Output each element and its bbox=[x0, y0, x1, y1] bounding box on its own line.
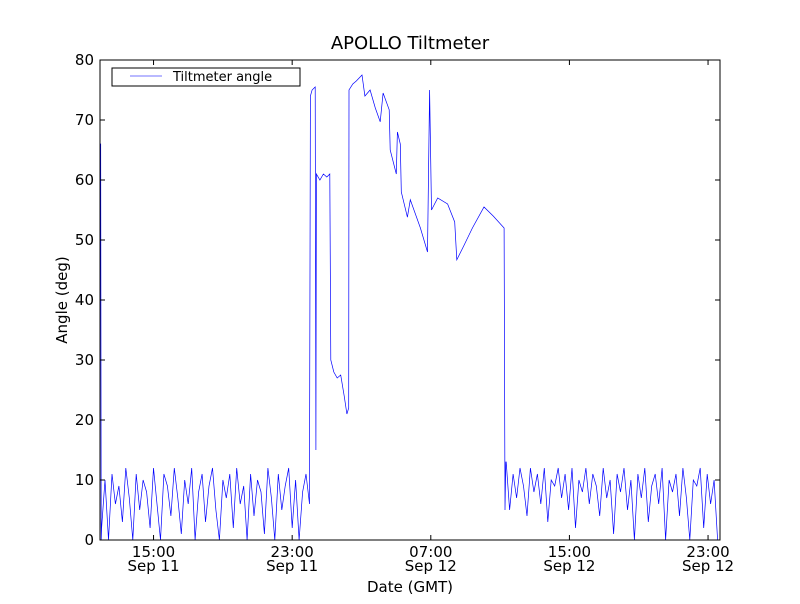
x-tick-label-date: Sep 11 bbox=[127, 557, 179, 575]
x-axis-label: Date (GMT) bbox=[367, 578, 453, 596]
y-tick-label: 80 bbox=[75, 51, 94, 69]
y-tick-label: 70 bbox=[75, 111, 94, 129]
legend-label: Tiltmeter angle bbox=[172, 70, 272, 85]
y-tick-label: 50 bbox=[75, 231, 94, 249]
y-tick-label: 0 bbox=[84, 531, 94, 549]
x-tick-label-time: 15:00 bbox=[132, 543, 175, 561]
x-tick-label-date: Sep 11 bbox=[266, 557, 318, 575]
series-line-tiltmeter-angle bbox=[100, 74, 718, 540]
y-tick-label: 20 bbox=[75, 411, 94, 429]
y-axis-label: Angle (deg) bbox=[53, 256, 71, 343]
x-tick-label-date: Sep 12 bbox=[682, 557, 734, 575]
x-tick-label-time: 15:00 bbox=[548, 543, 591, 561]
legend: Tiltmeter angle bbox=[111, 67, 301, 87]
chart-title: APOLLO Tiltmeter bbox=[331, 33, 490, 54]
x-tick-label-date: Sep 12 bbox=[543, 557, 595, 575]
legend-box bbox=[111, 67, 301, 87]
y-tick-label: 40 bbox=[75, 291, 94, 309]
y-tick-label: 60 bbox=[75, 171, 94, 189]
x-tick-label-time: 23:00 bbox=[686, 543, 729, 561]
x-tick-label-time: 07:00 bbox=[409, 543, 452, 561]
y-tick-label: 30 bbox=[75, 351, 94, 369]
y-tick-label: 10 bbox=[75, 471, 94, 489]
x-tick-label-time: 23:00 bbox=[271, 543, 314, 561]
x-tick-label-date: Sep 12 bbox=[405, 557, 457, 575]
